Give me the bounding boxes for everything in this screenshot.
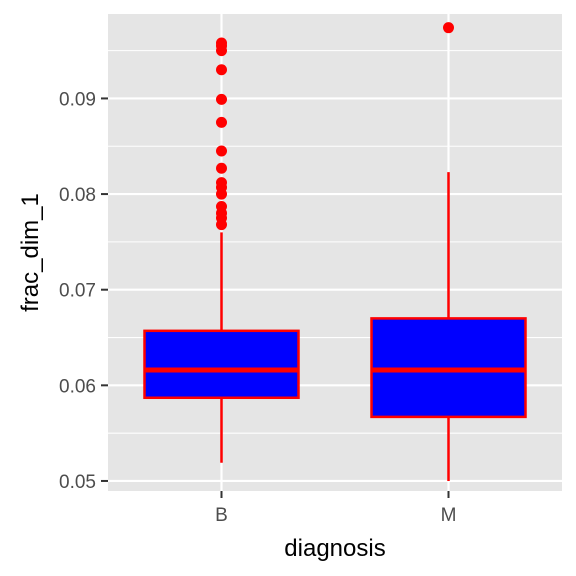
x-axis-title: diagnosis	[284, 535, 385, 562]
y-tick-label: 0.05	[59, 472, 96, 493]
y-axis-title: frac_dim_1	[17, 193, 44, 312]
outlier-point	[216, 219, 227, 231]
box-group-B	[143, 37, 300, 463]
y-tick-label: 0.09	[59, 89, 96, 110]
y-tick-label: 0.06	[59, 376, 96, 397]
y-tick-label: 0.07	[59, 281, 96, 302]
box-iqr	[143, 329, 300, 400]
outlier-point	[216, 162, 227, 174]
y-tick-label: 0.08	[59, 185, 96, 206]
outlier-point	[216, 116, 227, 128]
outlier-point	[216, 188, 227, 200]
x-tick-label: B	[215, 505, 228, 526]
plot-panel	[108, 14, 562, 491]
boxes-layer	[143, 22, 527, 481]
x-tick-label: M	[441, 505, 457, 526]
outlier-point	[216, 64, 227, 76]
outlier-point	[216, 45, 227, 57]
outlier-point	[443, 22, 454, 34]
outlier-point	[216, 93, 227, 105]
box-group-M	[370, 22, 527, 481]
y-axis: 0.05 0.06 0.07 0.08 0.09	[59, 89, 108, 493]
outlier-point	[216, 145, 227, 157]
